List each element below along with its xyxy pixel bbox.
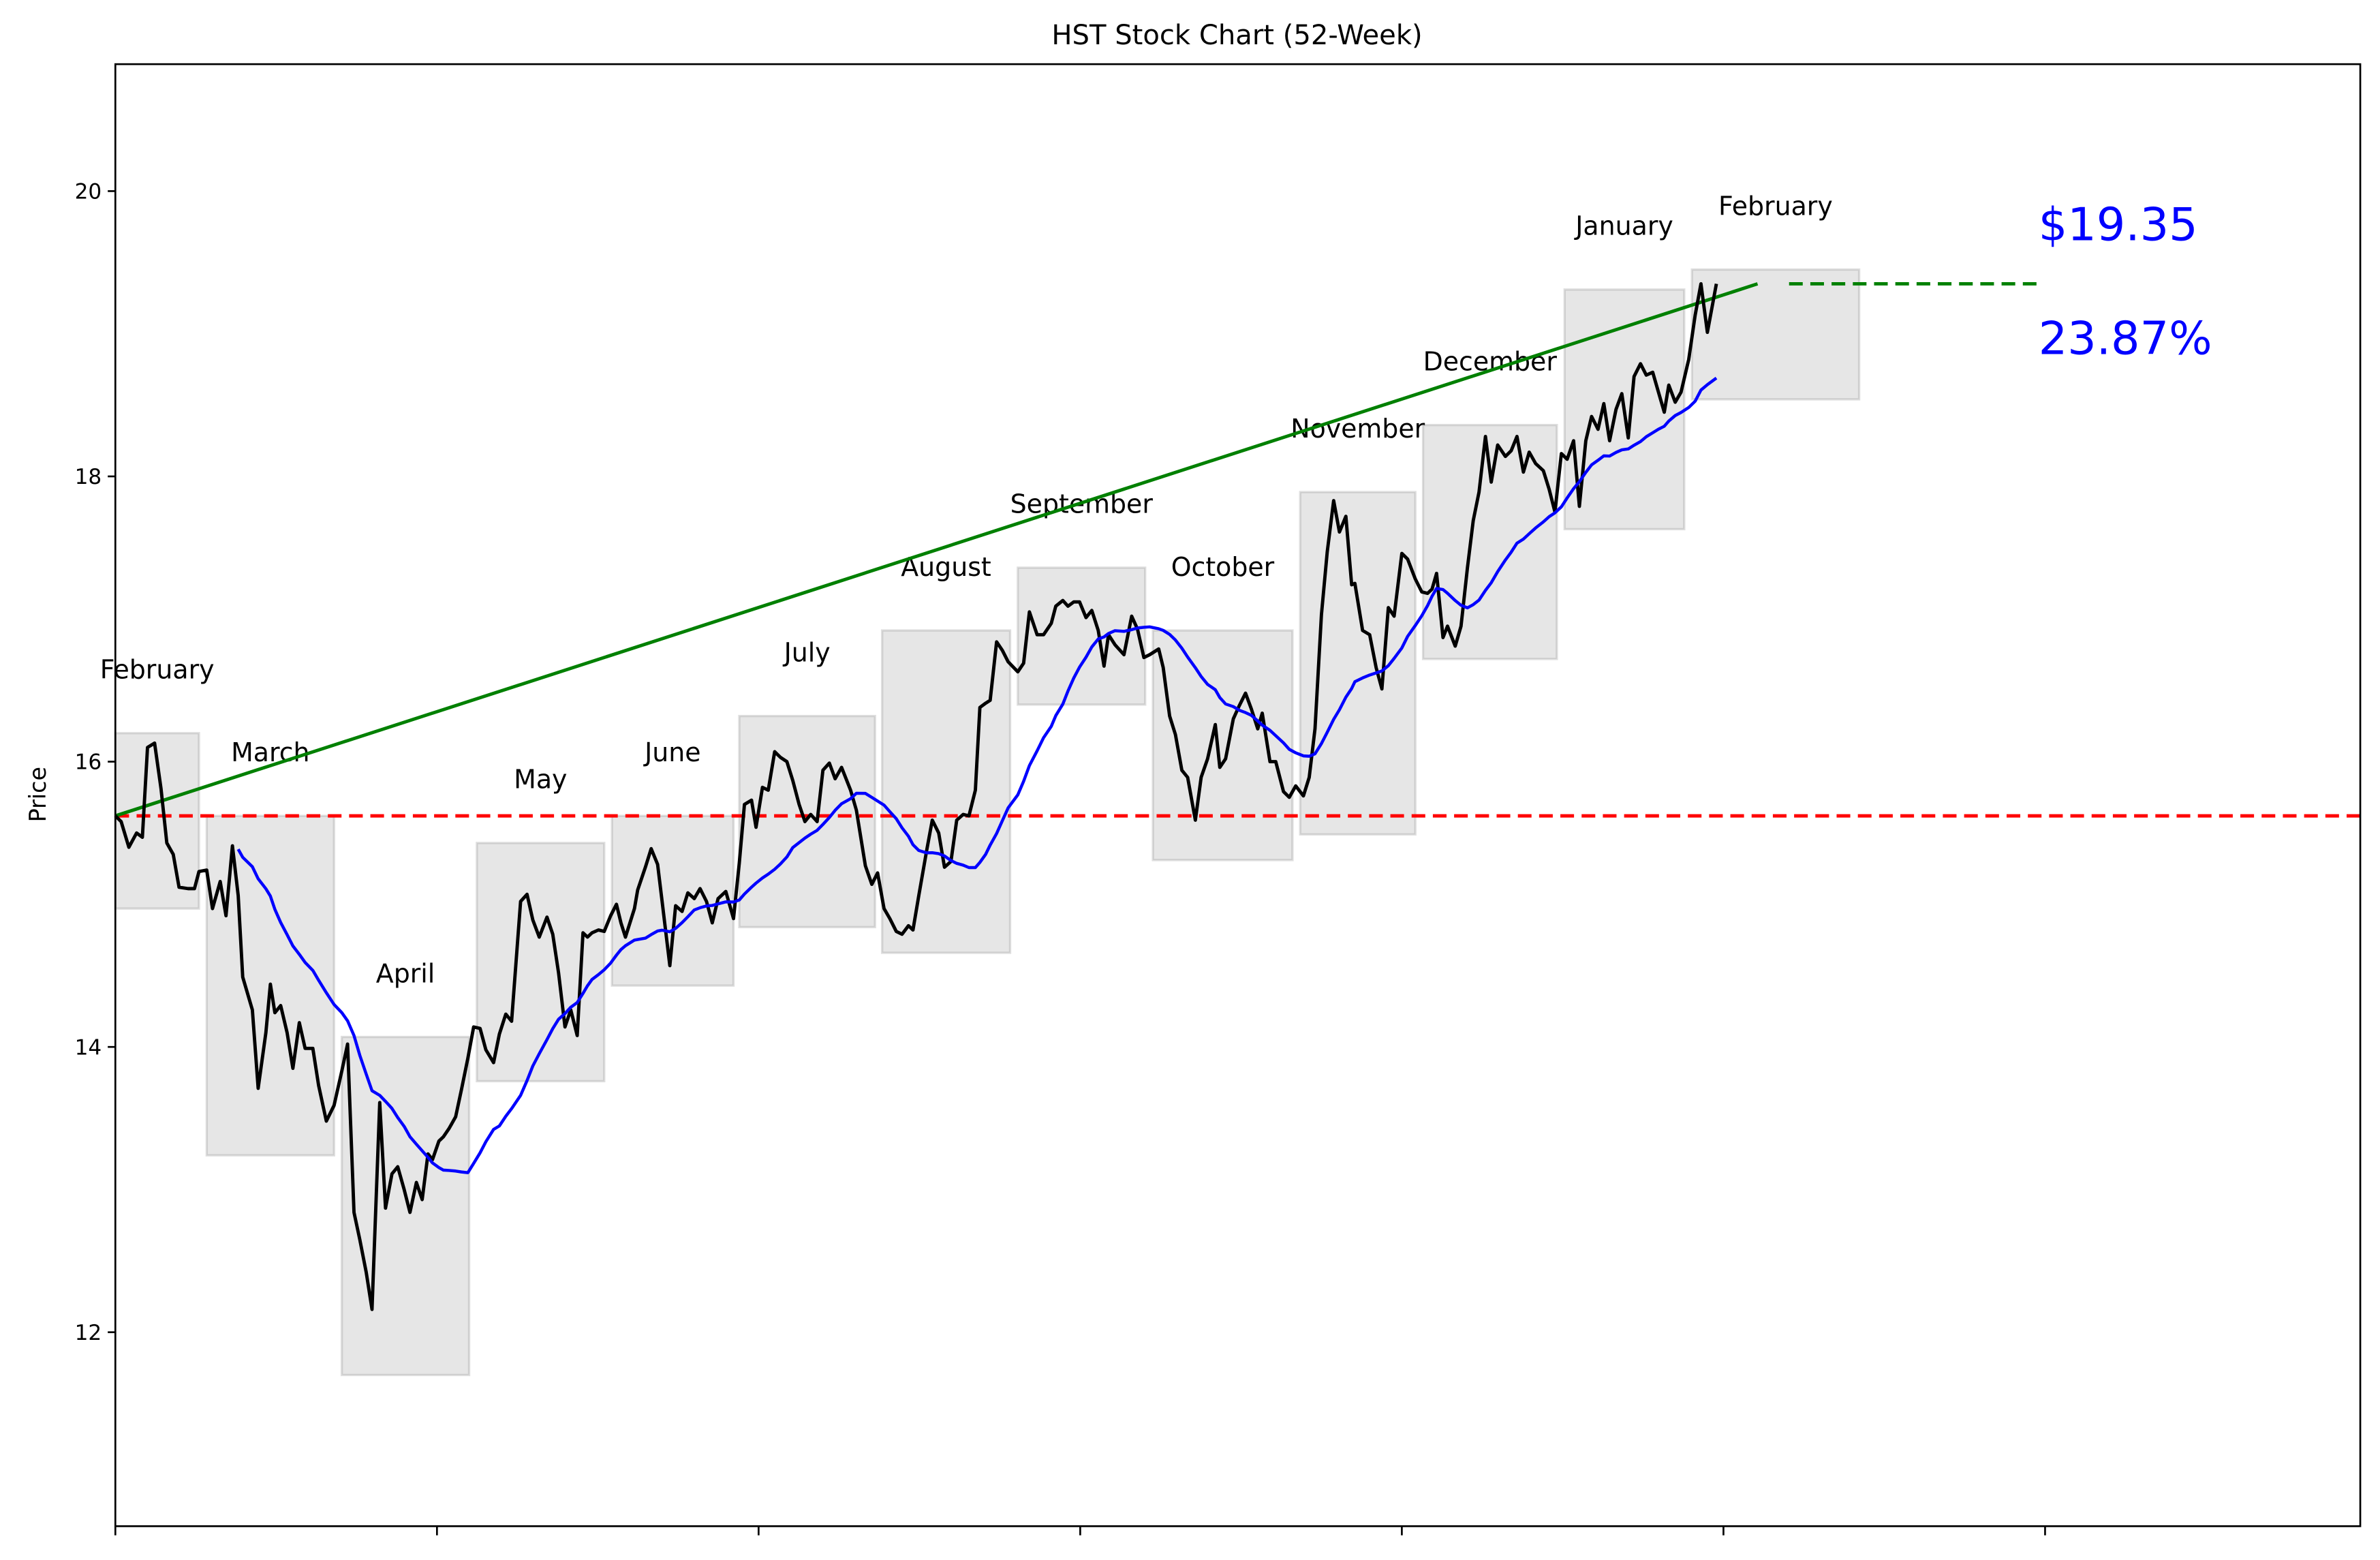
y-tick-label: 16 xyxy=(75,750,102,775)
month-label: February xyxy=(1718,191,1833,221)
month-box xyxy=(1690,268,1861,401)
y-axis-label: Price xyxy=(25,767,51,823)
month-box xyxy=(1152,629,1294,861)
month-box xyxy=(880,629,1012,954)
month-label: October xyxy=(1171,552,1275,582)
month-label: February xyxy=(100,655,215,685)
month-label: April xyxy=(376,958,435,988)
plot-area: FebruaryMarchAprilMayJuneJulyAugustSepte… xyxy=(75,63,2362,1535)
y-tick-label: 14 xyxy=(75,1035,102,1060)
month-label: July xyxy=(783,637,831,667)
month-label: May xyxy=(514,765,567,795)
month-label: March xyxy=(231,737,309,767)
price-annotation: $19.35 xyxy=(2039,198,2198,251)
moving-average-line xyxy=(236,376,1718,1174)
chart-title: HST Stock Chart (52-Week) xyxy=(1051,20,1422,51)
y-tick-label: 12 xyxy=(75,1321,102,1345)
price-line xyxy=(114,282,1718,1311)
month-label: June xyxy=(643,737,700,767)
month-box xyxy=(611,814,735,987)
trend-line xyxy=(114,282,1759,818)
change-annotation: 23.87% xyxy=(2039,312,2212,365)
y-tick-label: 20 xyxy=(75,180,102,204)
month-label: January xyxy=(1574,211,1673,241)
y-tick-label: 18 xyxy=(75,465,102,489)
axes-frame xyxy=(114,63,2362,1527)
month-box xyxy=(738,714,876,929)
month-box xyxy=(340,1035,471,1377)
